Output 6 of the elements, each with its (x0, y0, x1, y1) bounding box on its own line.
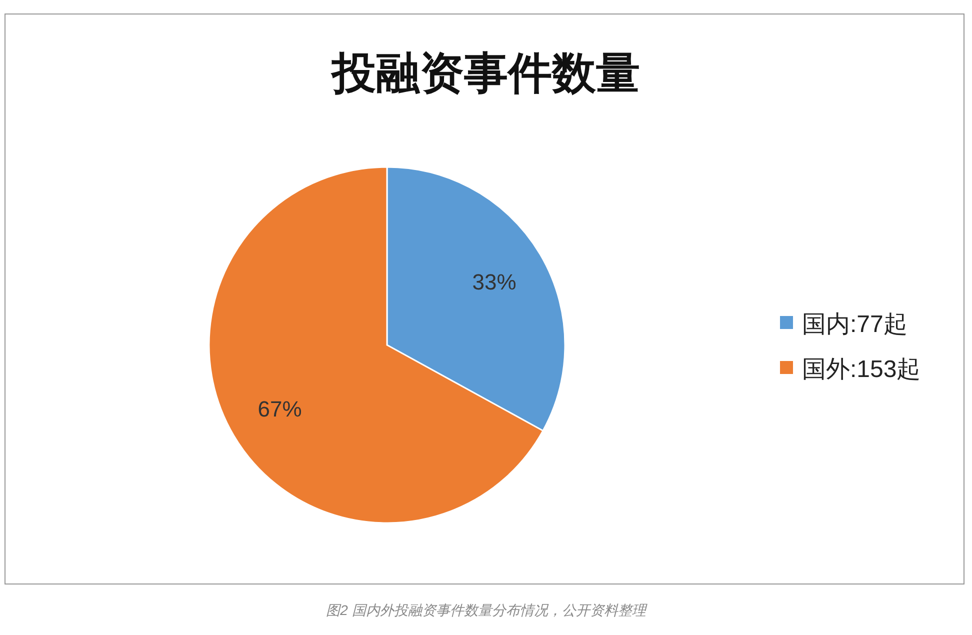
data-label: 33% (472, 270, 516, 295)
caption: 图2 国内外投融资事件数量分布情况，公开资料整理 (326, 602, 648, 618)
chart-title: 投融资事件数量 (330, 49, 640, 98)
legend-label: 国外:153起 (802, 356, 921, 383)
legend-label: 国内:77起 (802, 311, 908, 338)
data-label: 67% (258, 396, 302, 422)
